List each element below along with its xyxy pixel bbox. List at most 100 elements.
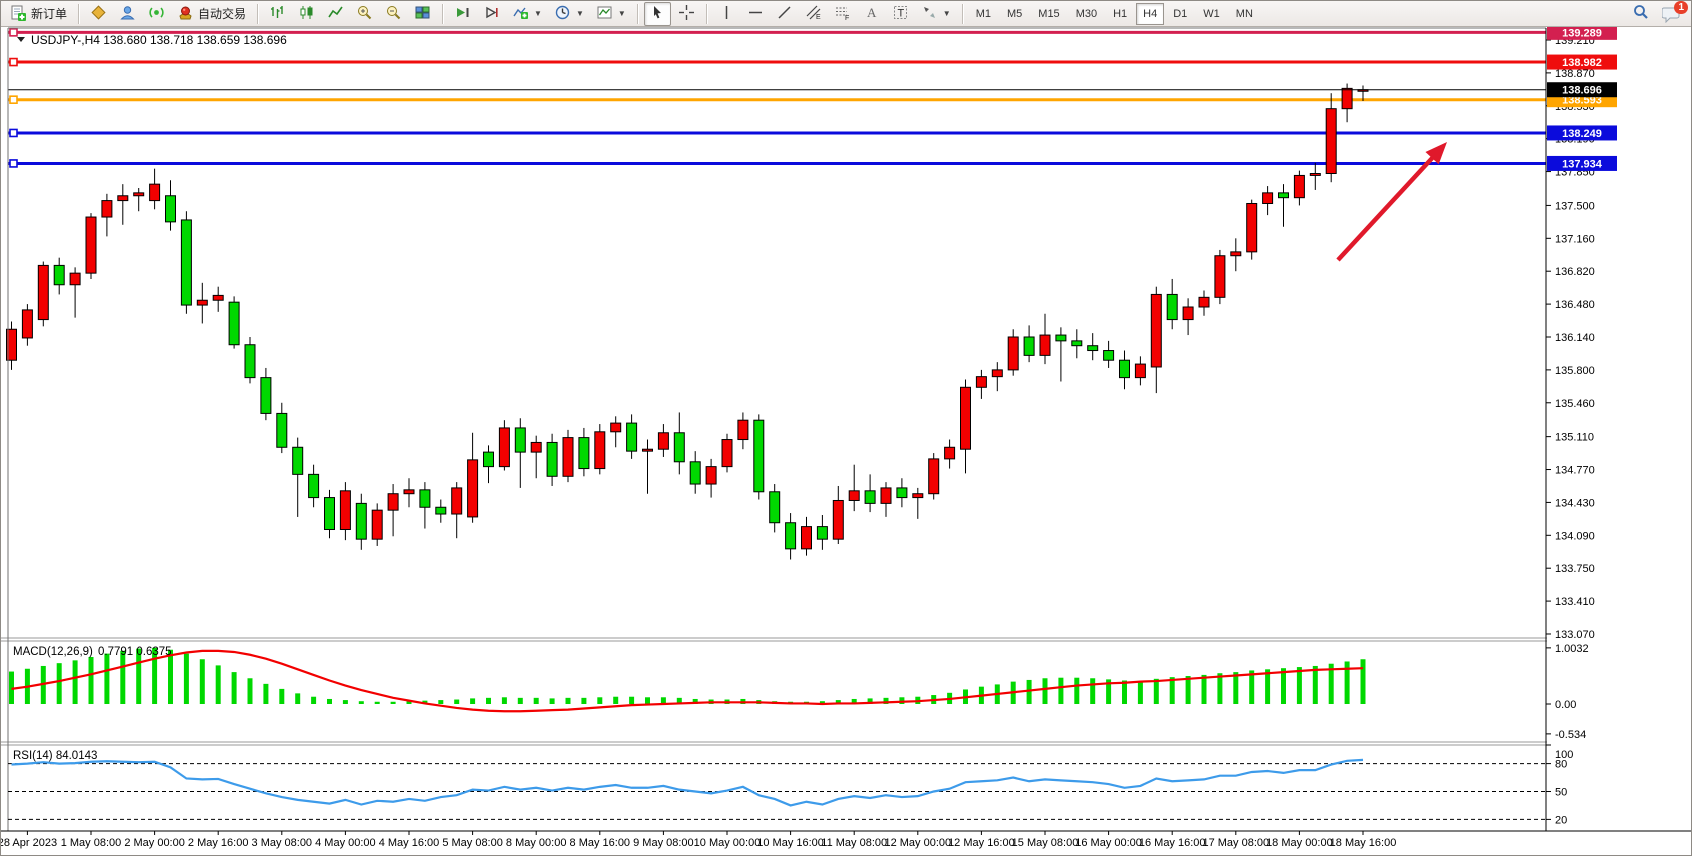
tab-timeframe-d1[interactable]: D1 [1173, 7, 1188, 20]
notifications-button[interactable]: 1 [1657, 1, 1688, 26]
price-axis-label: 137.500 [1555, 200, 1595, 212]
auto-trading-label: 自动交易 [198, 7, 247, 21]
macd-histogram-bar [1090, 678, 1096, 704]
hline-anchor-handle[interactable] [9, 28, 18, 37]
periods-button[interactable]: ▼ [549, 2, 589, 26]
tab-timeframe-m30[interactable]: M30 [1075, 7, 1098, 20]
macd-histogram-bar [72, 660, 78, 704]
tab-timeframe-m1[interactable]: M1 [975, 7, 991, 20]
hline-anchor-handle[interactable] [9, 57, 18, 67]
macd-histogram-bar [1042, 678, 1048, 704]
macd-histogram-bar [1201, 674, 1207, 704]
text-label-button[interactable]: T [887, 2, 914, 26]
auto-scroll-button[interactable] [449, 2, 476, 26]
tab-timeframe-m15[interactable]: M15 [1038, 7, 1060, 20]
arrows-tool-button[interactable]: ▼ [916, 2, 956, 26]
price-badge-label: 139.289 [1562, 27, 1602, 39]
price-axis-label: 134.430 [1555, 497, 1595, 509]
price-axis[interactable]: 139.210138.870138.530138.190137.850137.5… [1545, 24, 1692, 831]
price-badge-box [1547, 125, 1617, 141]
toolbar-separator [442, 3, 444, 24]
community-button[interactable] [114, 2, 141, 26]
hline-anchor-handle[interactable] [9, 95, 18, 104]
cursor-button[interactable] [643, 1, 671, 26]
tab-timeframe-h1[interactable]: H1 [1113, 7, 1128, 20]
svg-text:A: A [867, 5, 877, 20]
chart-shift-button[interactable] [478, 2, 505, 26]
candle-body [626, 422, 638, 452]
hline-anchor-handle[interactable] [9, 128, 18, 138]
trend-arrow-annotation[interactable] [1336, 142, 1447, 262]
hline-objects [8, 28, 1546, 168]
tile-windows-button[interactable] [409, 2, 436, 26]
time-axis[interactable]: 28 Apr 2023 1 May 08:00 2 May 00:00 2 May 1… [1, 830, 1692, 849]
macd-histogram-bar [136, 648, 142, 704]
candle-body [451, 487, 463, 515]
price-badge-label: 137.934 [1562, 158, 1603, 170]
line-chart-button[interactable] [322, 2, 349, 26]
zoom-in-button[interactable] [351, 2, 378, 26]
candle-body [483, 451, 494, 468]
macd-histogram-bar [1249, 670, 1255, 704]
trendline-button[interactable] [771, 2, 798, 26]
vertical-line-button[interactable] [713, 2, 740, 26]
search-button[interactable] [1627, 2, 1655, 26]
fibonacci-button[interactable]: F [829, 2, 856, 26]
macd-histogram-bar [517, 697, 523, 704]
macd-histogram-bar [1026, 679, 1032, 704]
macd-histogram-bar [1074, 677, 1080, 704]
time-axis-label: 4 May 00:00 [315, 837, 376, 849]
tab-timeframe-w1[interactable]: W1 [1203, 7, 1220, 20]
cursor-icon [649, 4, 666, 24]
signals-button[interactable] [143, 2, 170, 26]
candle-body [1150, 293, 1162, 368]
indicators-button[interactable]: ▼ [507, 2, 547, 26]
time-axis-label: 10 May 00:00 [694, 837, 761, 849]
macd-histogram-bar [9, 671, 14, 704]
chart-shift-icon [483, 4, 500, 24]
templates-button[interactable]: ▼ [591, 2, 631, 26]
tab-timeframe-m5[interactable]: M5 [1007, 7, 1023, 20]
bar-chart-button[interactable] [264, 2, 291, 26]
text-button[interactable]: A [858, 2, 885, 26]
macd-values: 0.7791 0.6375 [98, 646, 172, 658]
candle-body [196, 299, 208, 306]
arrows-tool-icon [921, 4, 938, 24]
new-order-icon [10, 5, 27, 22]
zoom-out-button[interactable] [380, 2, 407, 26]
price-axis-label: 136.140 [1555, 332, 1595, 344]
candle-body [276, 412, 288, 448]
crosshair-icon [678, 4, 695, 24]
price-badge-label: 138.249 [1562, 128, 1602, 140]
horizontal-line-button[interactable] [742, 2, 769, 26]
auto-trading-button[interactable]: 自动交易 [172, 2, 251, 26]
candle-body [1262, 192, 1274, 204]
trend-arrow-shaft [1336, 152, 1438, 262]
tab-timeframe-h4[interactable]: H4 [1136, 2, 1165, 25]
price-badge: 139.289 [1547, 24, 1617, 40]
symbol-dropdown-icon[interactable] [17, 37, 25, 42]
macd-histogram-bar [327, 698, 332, 704]
rsi-axis-label: 80 [1555, 759, 1567, 771]
candle-body [737, 419, 749, 441]
macd-histogram-bar [231, 672, 237, 704]
candle-body [657, 432, 669, 450]
candlestick-chart-button[interactable] [293, 2, 320, 26]
time-axis-label: 3 May 08:00 [252, 837, 313, 849]
equidistant-channel-button[interactable]: E [800, 2, 827, 26]
candle-body [1214, 255, 1226, 298]
candle-body [864, 490, 876, 504]
candle-body [85, 216, 97, 274]
candle-body [785, 522, 797, 550]
rsi-axis-label: 20 [1555, 814, 1567, 826]
tab-timeframe-mn[interactable]: MN [1235, 7, 1253, 20]
candle-body [149, 183, 161, 202]
crosshair-button[interactable] [673, 2, 700, 26]
candle-body [292, 446, 304, 475]
new-order-button[interactable]: 新订单 [5, 2, 72, 26]
candle-body [37, 264, 49, 321]
template-icon [596, 4, 613, 24]
hline-anchor-handle[interactable] [9, 159, 18, 168]
market-watch-button[interactable] [85, 2, 112, 26]
